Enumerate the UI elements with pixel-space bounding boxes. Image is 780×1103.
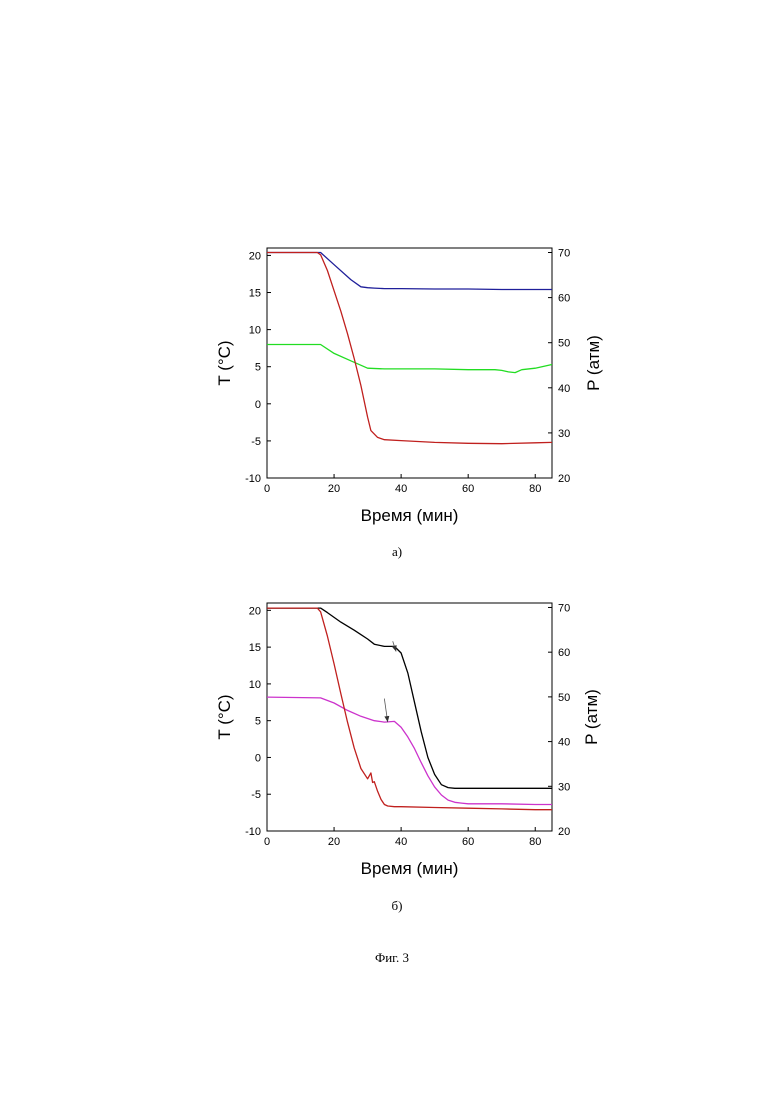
y-axis-right-title: P (атм) [582, 689, 601, 745]
figure-caption: Фиг. 3 [375, 950, 409, 965]
x-tick-label: 40 [395, 483, 407, 495]
y-right-tick-label: 60 [558, 293, 570, 305]
y-left-tick-label: 20 [249, 250, 261, 262]
x-axis: 0 20 40 60 80 [264, 474, 541, 495]
x-tick-label: 40 [395, 836, 407, 848]
series-group [267, 253, 552, 444]
chart-panel-b: 0 20 40 60 80 -10 -5 0 5 10 15 20 20 30 40 50 60 70 Вре… [215, 602, 601, 913]
y-left-tick-label: 5 [255, 716, 261, 728]
y-left-tick-label: -10 [245, 826, 261, 838]
y-left-tick-label: -10 [245, 473, 261, 485]
annotations [384, 641, 396, 722]
x-tick-label: 20 [328, 483, 340, 495]
x-tick-label: 0 [264, 483, 270, 495]
x-tick-label: 80 [529, 483, 541, 495]
y-right-tick-label: 20 [558, 826, 570, 838]
y-right-tick-label: 70 [558, 248, 570, 260]
y-right-tick-label: 70 [558, 602, 570, 614]
y-right-tick-label: 20 [558, 473, 570, 485]
y-right-tick-label: 50 [558, 692, 570, 704]
y-right-tick-label: 60 [558, 647, 570, 659]
series-line-0 [267, 253, 552, 290]
y-left-tick-label: 10 [249, 679, 261, 691]
y-left-tick-label: 0 [255, 752, 261, 764]
y-left-tick-label: 10 [249, 325, 261, 337]
y-right-tick-label: 40 [558, 737, 570, 749]
y-left-tick-label: 15 [249, 288, 261, 300]
x-tick-label: 60 [462, 483, 474, 495]
y-axis-left-title: T (°C) [215, 340, 234, 385]
series-line-2 [267, 253, 552, 444]
panel-label: б) [392, 898, 403, 913]
y-right-tick-label: 30 [558, 781, 570, 793]
x-axis-title: Время (мин) [361, 859, 459, 878]
y-axis-left-title: T (°C) [215, 694, 234, 739]
x-axis: 0 20 40 60 80 [264, 827, 541, 848]
panel-label: а) [392, 544, 402, 559]
series-group [267, 608, 552, 810]
y-left-tick-label: 15 [249, 642, 261, 654]
x-tick-label: 0 [264, 836, 270, 848]
x-tick-label: 60 [462, 836, 474, 848]
y-axis-right-title: P (атм) [584, 335, 603, 391]
y-right-tick-label: 40 [558, 383, 570, 395]
plot-frame [267, 603, 552, 831]
x-tick-label: 20 [328, 836, 340, 848]
y-left-tick-label: 20 [249, 605, 261, 617]
series-line-1 [267, 345, 552, 373]
y-left-tick-label: 0 [255, 399, 261, 411]
y-left-tick-label: -5 [251, 789, 261, 801]
y-right-tick-label: 50 [558, 338, 570, 350]
y-axis-right: 20 30 40 50 60 70 [548, 248, 570, 485]
chart-panel-a: 0 20 40 60 80 -10 -5 0 5 10 15 20 20 30 40 50 60 70 Вре… [215, 248, 603, 559]
series-line-2 [267, 608, 552, 810]
figure-canvas: 020406080 -10-505101520 203040506070 Вре… [0, 0, 780, 1103]
y-left-tick-label: -5 [251, 436, 261, 448]
x-axis-title: Время (мин) [361, 506, 459, 525]
y-right-tick-label: 30 [558, 428, 570, 440]
y-left-tick-label: 5 [255, 362, 261, 374]
y-axis-right: 20 30 40 50 60 70 [548, 602, 570, 838]
x-tick-label: 80 [529, 836, 541, 848]
